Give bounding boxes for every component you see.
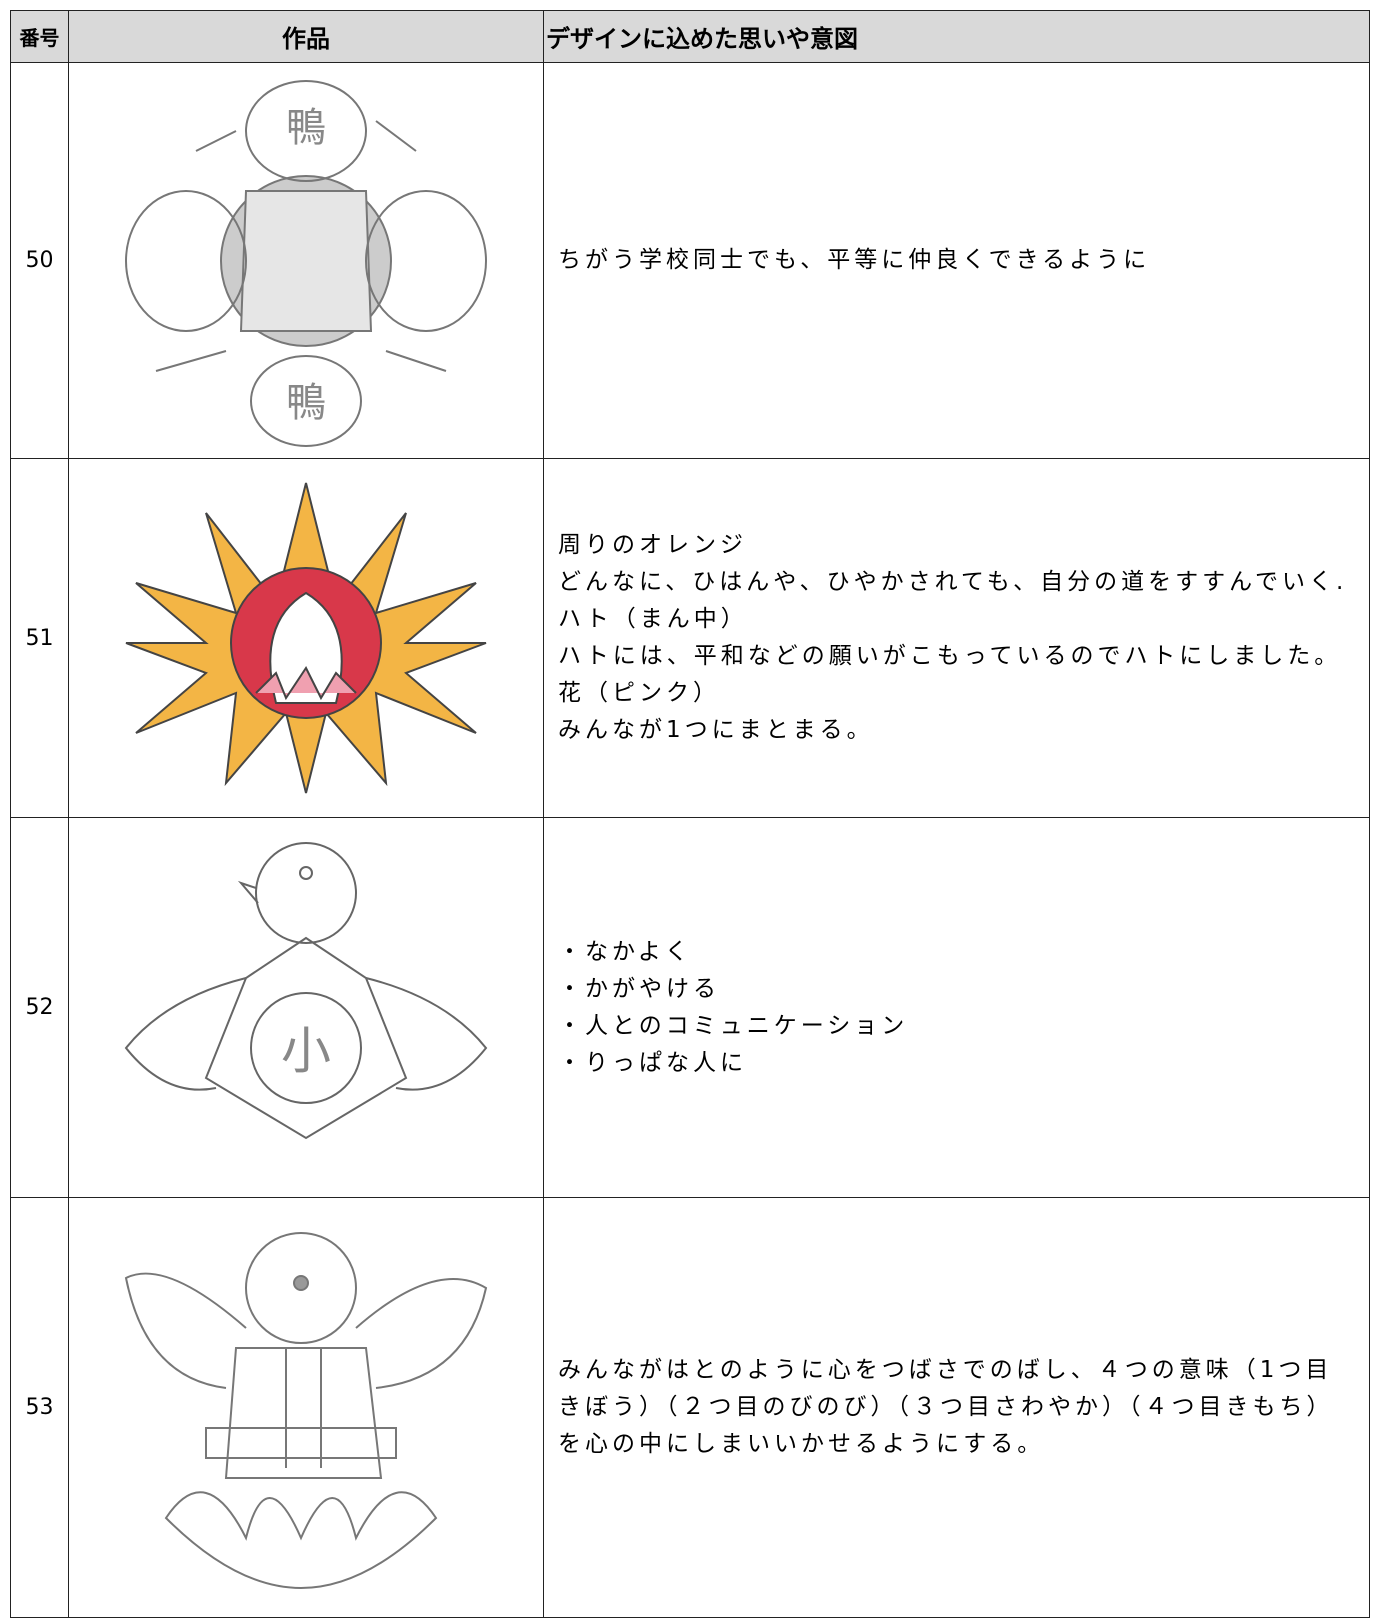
- row: 52 小 ・なかよく ・かがやける ・人とのコミュニケーション ・りっぱな人に: [10, 817, 1370, 1198]
- svg-text:鴨: 鴨: [286, 380, 326, 426]
- artwork: 小: [68, 817, 544, 1198]
- number: 51: [10, 458, 69, 818]
- intent-line: ちがう学校同士でも、平等に仲良くできるように: [558, 247, 1151, 273]
- drawing: 小: [124, 841, 488, 1139]
- intent-line: 花（ピンク）: [558, 680, 720, 706]
- intent-line: みんなが1つにまとまる。: [558, 717, 874, 743]
- svg-text:小: 小: [281, 1022, 331, 1080]
- number: 52: [10, 817, 69, 1198]
- intent-line: ハトには、平和などの願いがこもっているのでハトにしました。: [558, 643, 1342, 669]
- artwork: 鴨 鴨: [68, 62, 544, 459]
- number: 50: [10, 62, 69, 459]
- svg-text:鴨: 鴨: [286, 105, 326, 151]
- row: 51 周りのオレンジ どんなに、ひはんや、ひやかされても、自分の道をすすんでいく…: [10, 458, 1370, 818]
- intent-line: どんなに、ひはんや、ひやかされても、自分の道をすすんでいく.: [558, 569, 1348, 595]
- intent-line: ・りっぱな人に: [558, 1049, 747, 1076]
- row: 50 鴨 鴨 ちがう学校同士でも、平等に仲良くできるように: [10, 62, 1370, 459]
- drawing: [124, 1231, 488, 1589]
- intent: 周りのオレンジ どんなに、ひはんや、ひやかされても、自分の道をすすんでいく. ハ…: [543, 458, 1370, 818]
- intent: ちがう学校同士でも、平等に仲良くできるように: [543, 62, 1370, 459]
- intent-line: ・人とのコミュニケーション: [558, 1012, 909, 1039]
- intent-line: みんながはとのように心をつばさでのばし、４つの意味（1つ目きぼう）（２つ目のびの…: [558, 1357, 1334, 1457]
- design-table: 番号 作品 デザインに込めた思いや意図 50 鴨 鴨 ちがう学校同士でも、平等に…: [10, 10, 1370, 1618]
- number: 53: [10, 1197, 69, 1618]
- header-row: 番号 作品 デザインに込めた思いや意図: [10, 10, 1370, 63]
- artwork: [68, 458, 544, 818]
- header-cell: デザインに込めた思いや意図: [543, 10, 1370, 63]
- intent-line: 周りのオレンジ: [558, 532, 747, 558]
- intent: ・なかよく ・かがやける ・人とのコミュニケーション ・りっぱな人に: [543, 817, 1370, 1198]
- drawing: [125, 482, 487, 794]
- intent: みんながはとのように心をつばさでのばし、４つの意味（1つ目きぼう）（２つ目のびの…: [543, 1197, 1370, 1618]
- row: 53 みんながはとのように心をつばさでのばし、４つの意味（1つ目きぼう）（２つ目…: [10, 1197, 1370, 1618]
- intent-line: ハト（まん中）: [558, 606, 748, 632]
- drawing: 鴨 鴨: [125, 79, 487, 447]
- header-cell: 番号: [10, 10, 69, 63]
- artwork: [68, 1197, 544, 1618]
- header-cell: 作品: [68, 10, 544, 63]
- intent-line: ・かがやける: [558, 975, 720, 1002]
- intent-line: ・なかよく: [558, 938, 692, 965]
